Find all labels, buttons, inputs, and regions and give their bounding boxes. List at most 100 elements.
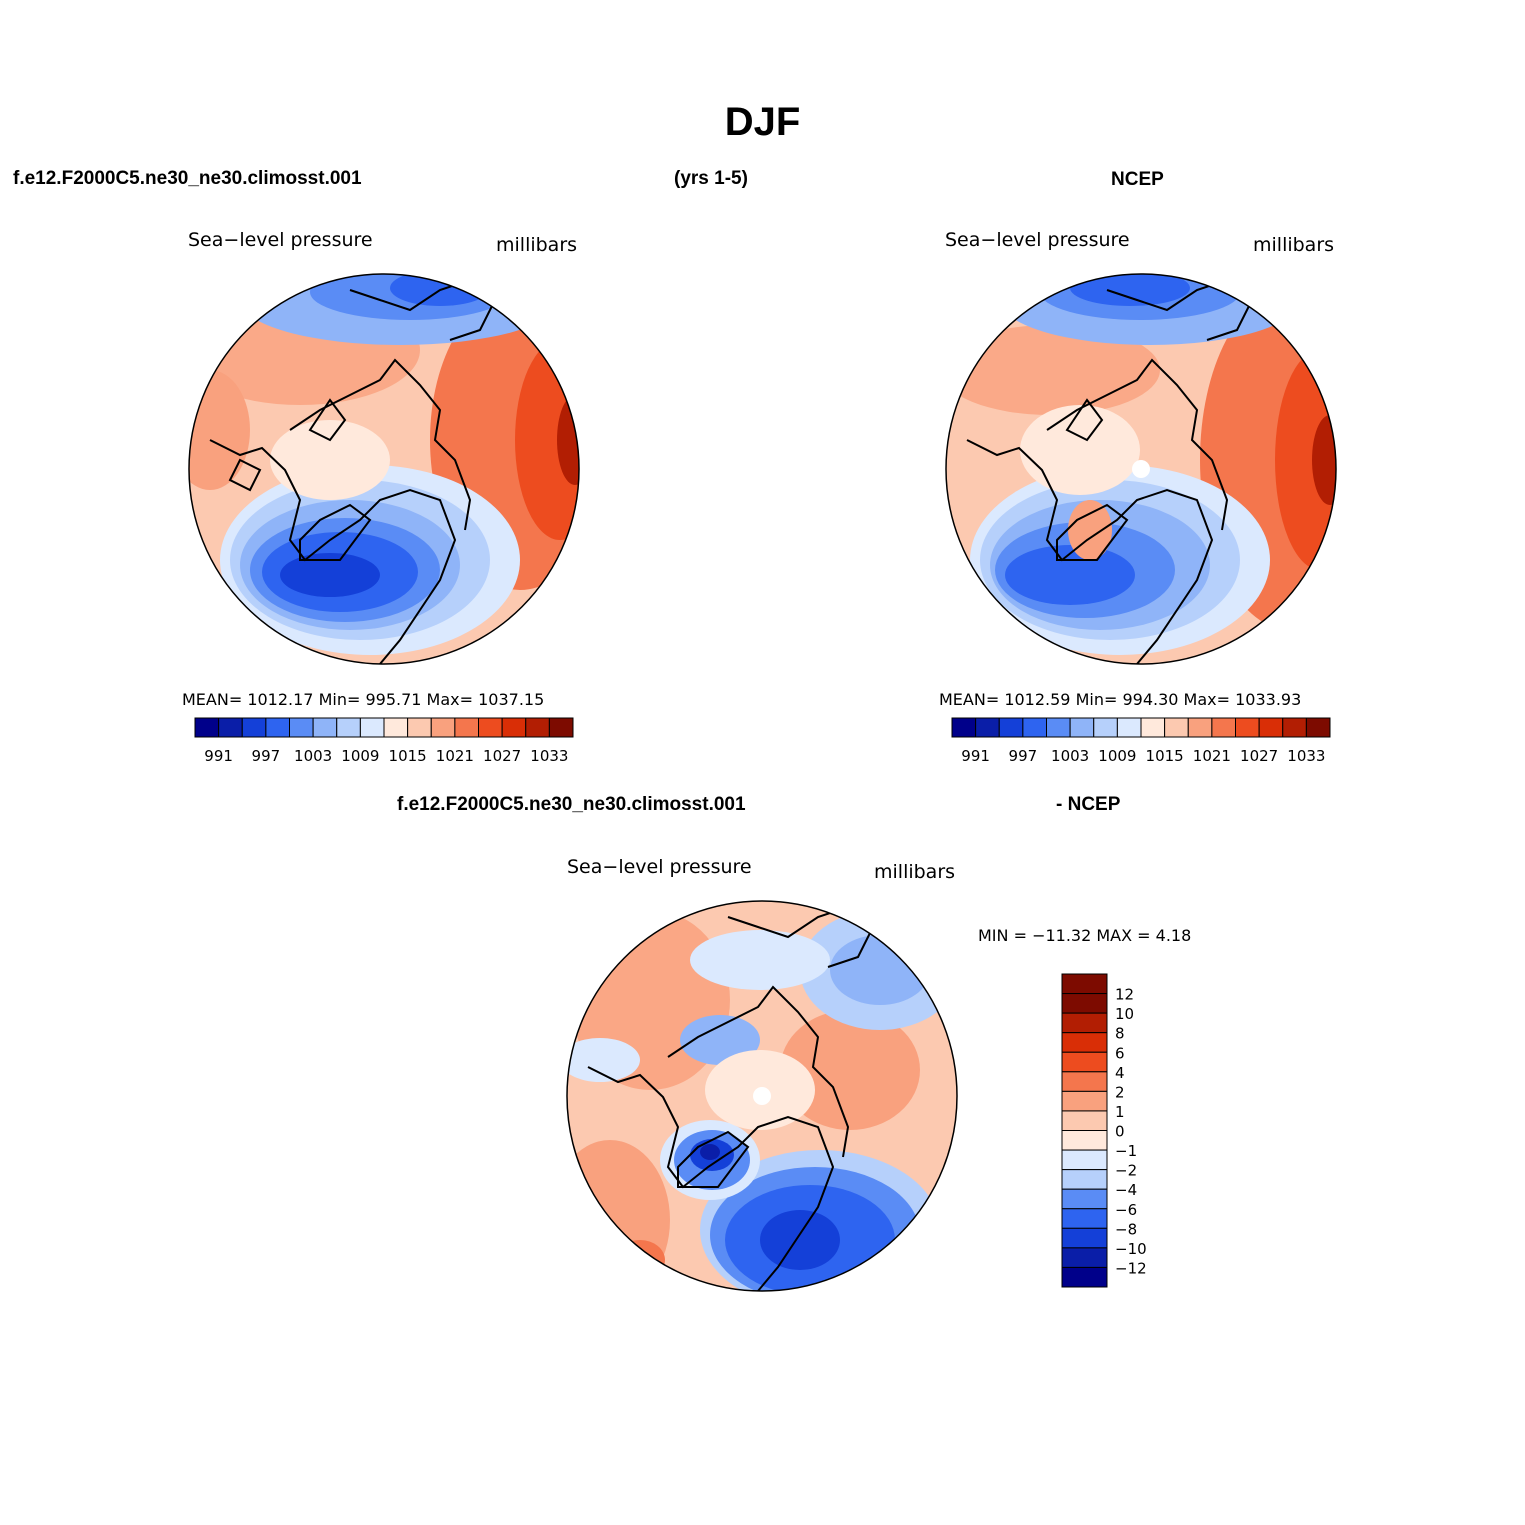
colorbar-swatch — [194, 717, 220, 738]
colorbar-swatch — [454, 717, 479, 738]
model-colorbar: 991 997 1003 1009 1015 1021 1027 1033 — [194, 717, 574, 765]
colorbar-swatch — [1061, 1247, 1108, 1268]
colorbar-swatch — [1046, 717, 1071, 738]
colorbar-tick-label: 0 — [1115, 1123, 1125, 1141]
diff-units-label: millibars — [874, 861, 956, 883]
colorbar-swatch — [265, 717, 290, 738]
case-name-label: f.e12.F2000C5.ne30_ne30.climosst.001 — [13, 168, 362, 189]
colorbar-swatch — [1061, 1130, 1108, 1151]
model-slp-map — [189, 274, 579, 664]
colorbar-tick-label: 10 — [1115, 1005, 1134, 1023]
diff-variable-label: Sea−level pressure — [567, 856, 752, 878]
colorbar-swatch — [1061, 1051, 1108, 1073]
colorbar-swatch — [312, 717, 338, 738]
colorbar-tick-label: 1021 — [436, 747, 474, 765]
colorbar-tick-label: −10 — [1115, 1240, 1147, 1258]
years-label: (yrs 1-5) — [674, 168, 748, 189]
colorbar-swatch — [359, 717, 385, 738]
colorbar-swatch — [1235, 717, 1260, 738]
colorbar-tick-label: −8 — [1115, 1220, 1137, 1238]
colorbar-swatch — [241, 717, 267, 738]
colorbar-swatch — [430, 717, 456, 738]
colorbar-swatch — [548, 717, 574, 738]
colorbar-tick-label: 6 — [1115, 1044, 1125, 1062]
obs-name-label: NCEP — [1111, 169, 1164, 190]
colorbar-tick-label: 1027 — [483, 747, 521, 765]
colorbar-swatch — [1022, 717, 1047, 738]
colorbar-tick-label: 991 — [961, 747, 990, 765]
colorbar-tick-label: 1009 — [1098, 747, 1136, 765]
obs-colorbar: 991 997 1003 1009 1015 1021 1027 1033 — [951, 717, 1331, 765]
colorbar-tick-label: 1021 — [1193, 747, 1231, 765]
colorbar-swatch — [1093, 717, 1118, 738]
obs-units-label: millibars — [1253, 234, 1335, 256]
obs-variable-label: Sea−level pressure — [945, 229, 1130, 251]
colorbar-tick-label: 1015 — [1146, 747, 1184, 765]
colorbar-swatch — [218, 717, 243, 738]
colorbar-swatch — [998, 717, 1024, 738]
colorbar-tick-label: 1009 — [341, 747, 379, 765]
obs-slp-map — [946, 274, 1336, 664]
colorbar-swatch — [289, 717, 314, 738]
colorbar-swatch — [1061, 993, 1108, 1014]
colorbar-swatch — [478, 717, 503, 738]
colorbar-tick-label: 4 — [1115, 1064, 1125, 1082]
colorbar-swatch — [1061, 1227, 1108, 1249]
colorbar-tick-label: 997 — [1009, 747, 1038, 765]
colorbar-tick-label: 2 — [1115, 1083, 1125, 1101]
colorbar-swatch — [951, 717, 977, 738]
colorbar-swatch — [1061, 1012, 1108, 1034]
colorbar-swatch — [1061, 1149, 1108, 1171]
diff-slp-map — [567, 901, 957, 1291]
colorbar-tick-label: 1033 — [530, 747, 568, 765]
colorbar-swatch — [501, 717, 527, 738]
diff-case-label: f.e12.F2000C5.ne30_ne30.climosst.001 — [397, 794, 746, 815]
colorbar-swatch — [1258, 717, 1284, 738]
colorbar-tick-label: 991 — [204, 747, 233, 765]
colorbar-swatch — [1061, 1208, 1108, 1229]
colorbar-tick-label: −1 — [1115, 1142, 1137, 1160]
colorbar-swatch — [1061, 973, 1108, 995]
colorbar-swatch — [1061, 1032, 1108, 1053]
colorbar-swatch — [1061, 1188, 1108, 1210]
colorbar-tick-label: 1015 — [389, 747, 427, 765]
colorbar-swatch — [383, 717, 409, 738]
obs-map-border — [945, 273, 1337, 665]
colorbar-tick-label: 8 — [1115, 1025, 1125, 1043]
colorbar-swatch — [975, 717, 1000, 738]
colorbar-tick-label: −12 — [1115, 1259, 1147, 1277]
colorbar-swatch — [1116, 717, 1142, 738]
colorbar-tick-label: 12 — [1115, 986, 1134, 1004]
diff-map-border — [566, 900, 958, 1292]
obs-stats-label: MEAN= 1012.59 Min= 994.30 Max= 1033.93 — [939, 690, 1302, 709]
colorbar-swatch — [1069, 717, 1095, 738]
colorbar-swatch — [525, 717, 550, 738]
colorbar-tick-label: 1003 — [1051, 747, 1089, 765]
colorbar-tick-label: 1033 — [1287, 747, 1325, 765]
figure-title: DJF — [724, 100, 801, 144]
colorbar-swatch — [1187, 717, 1213, 738]
colorbar-swatch — [1061, 1110, 1108, 1131]
colorbar-tick-label: 1027 — [1240, 747, 1278, 765]
model-map-border — [188, 273, 580, 665]
colorbar-swatch — [1305, 717, 1331, 738]
colorbar-swatch — [407, 717, 432, 738]
colorbar-swatch — [1140, 717, 1166, 738]
colorbar-swatch — [1061, 1090, 1108, 1112]
diff-stats-label: MIN = −11.32 MAX = 4.18 — [978, 926, 1192, 945]
model-units-label: millibars — [496, 234, 578, 256]
model-stats-label: MEAN= 1012.17 Min= 995.71 Max= 1037.15 — [182, 690, 545, 709]
colorbar-swatch — [1211, 717, 1236, 738]
colorbar-swatch — [1282, 717, 1307, 738]
colorbar-tick-label: 1 — [1115, 1103, 1125, 1121]
colorbar-tick-label: −2 — [1115, 1162, 1137, 1180]
colorbar-tick-label: 1003 — [294, 747, 332, 765]
colorbar-swatch — [336, 717, 361, 738]
colorbar-tick-label: −4 — [1115, 1181, 1137, 1199]
colorbar-tick-label: −6 — [1115, 1201, 1137, 1219]
diff-obs-label: - NCEP — [1056, 794, 1121, 815]
colorbar-swatch — [1164, 717, 1189, 738]
colorbar-swatch — [1061, 1266, 1108, 1288]
